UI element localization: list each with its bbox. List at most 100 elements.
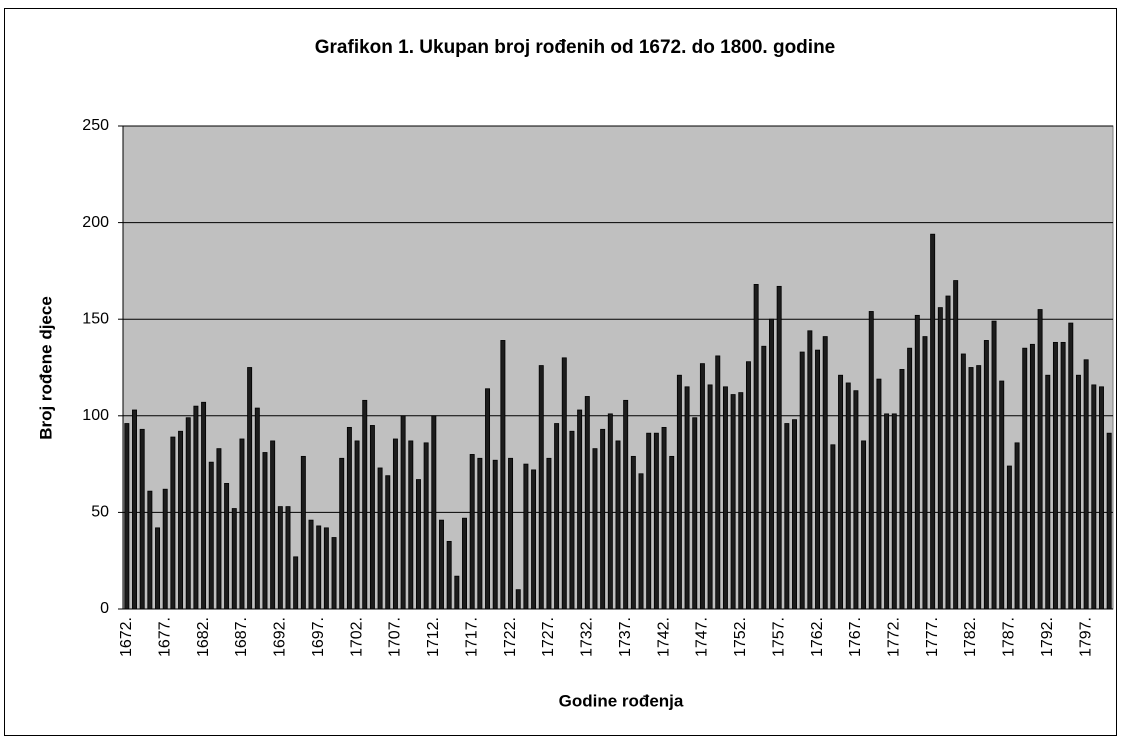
bar xyxy=(968,367,974,610)
x-tick-label: 1707. xyxy=(387,617,404,657)
bar xyxy=(277,506,283,610)
bar xyxy=(369,425,375,610)
bar xyxy=(983,340,989,610)
bar xyxy=(776,285,782,610)
bar xyxy=(415,479,421,610)
y-tick-label: 250 xyxy=(82,117,109,134)
bar xyxy=(960,353,966,610)
x-tick-label: 1792. xyxy=(1039,617,1056,657)
bar xyxy=(331,537,337,610)
bar xyxy=(646,432,652,610)
bar xyxy=(853,390,859,610)
bar xyxy=(531,469,537,610)
bar xyxy=(139,428,145,610)
bar xyxy=(124,423,130,610)
bar xyxy=(1083,359,1089,610)
bar xyxy=(1075,374,1081,610)
bar xyxy=(722,386,728,610)
x-axis-label: Godine rođenja xyxy=(559,691,684,710)
bar xyxy=(262,452,268,610)
bar xyxy=(1045,374,1051,610)
bar xyxy=(408,440,414,610)
bar xyxy=(761,345,767,610)
bar xyxy=(699,363,705,610)
bar xyxy=(745,361,751,610)
bar xyxy=(1068,322,1074,610)
x-tick-label: 1757. xyxy=(770,617,787,657)
x-tick-label: 1692. xyxy=(272,617,289,657)
x-tick-label: 1702. xyxy=(348,617,365,657)
bar xyxy=(132,409,137,610)
x-tick-label: 1672. xyxy=(118,617,135,657)
bar xyxy=(1029,343,1035,610)
bar xyxy=(730,394,736,610)
bar xyxy=(922,336,928,610)
bar xyxy=(1037,309,1043,610)
bar xyxy=(914,314,920,610)
bar xyxy=(999,380,1005,610)
bar xyxy=(991,320,997,610)
bar xyxy=(876,378,882,610)
bar xyxy=(492,459,498,610)
bar xyxy=(293,556,299,610)
bar xyxy=(1006,465,1012,610)
bar xyxy=(446,540,452,610)
bar xyxy=(308,519,314,610)
bar xyxy=(1060,341,1066,610)
bar xyxy=(224,483,230,610)
bar xyxy=(323,527,329,610)
x-tick-label: 1742. xyxy=(655,617,672,657)
bar xyxy=(201,401,207,610)
bar xyxy=(976,365,982,610)
x-tick-label: 1787. xyxy=(1001,617,1018,657)
bar xyxy=(692,417,698,610)
bar xyxy=(600,428,606,610)
bar xyxy=(937,307,943,610)
bar xyxy=(884,413,890,610)
x-tick-label: 1732. xyxy=(579,617,596,657)
bar xyxy=(239,438,245,610)
bar xyxy=(300,455,306,610)
bar xyxy=(193,405,199,610)
bar xyxy=(661,426,667,610)
x-tick-label: 1687. xyxy=(233,617,250,657)
x-tick-label: 1777. xyxy=(924,617,941,657)
bar xyxy=(454,575,460,610)
bar xyxy=(630,455,636,610)
bar xyxy=(707,384,713,610)
bar xyxy=(423,442,429,610)
bar xyxy=(868,311,874,610)
bar xyxy=(538,365,544,610)
bar xyxy=(508,457,514,610)
bar xyxy=(346,426,352,610)
x-tick-label: 1772. xyxy=(885,617,902,657)
x-tick-label: 1767. xyxy=(847,617,864,657)
y-tick-label: 100 xyxy=(82,407,109,424)
bar xyxy=(807,330,813,610)
bar xyxy=(431,415,437,610)
bar xyxy=(891,413,897,610)
bar xyxy=(515,589,521,610)
x-tick-label: 1727. xyxy=(540,617,557,657)
bar xyxy=(615,440,621,610)
bar xyxy=(592,448,598,610)
bar xyxy=(1106,432,1112,610)
x-tick-label: 1717. xyxy=(463,617,480,657)
bar xyxy=(715,355,721,610)
y-tick-label: 0 xyxy=(100,600,109,617)
bar xyxy=(500,340,506,610)
bar xyxy=(799,351,805,610)
bar xyxy=(546,457,552,610)
x-tick-label: 1682. xyxy=(195,617,212,657)
bar xyxy=(523,463,529,610)
bar xyxy=(400,415,406,610)
bar xyxy=(792,419,797,610)
bar xyxy=(216,448,222,610)
x-tick-label: 1737. xyxy=(617,617,634,657)
bar xyxy=(155,527,161,610)
bar xyxy=(561,357,567,610)
bar xyxy=(577,409,583,610)
x-tick-label: 1762. xyxy=(809,617,826,657)
bar xyxy=(623,399,629,610)
bar xyxy=(1091,384,1097,610)
